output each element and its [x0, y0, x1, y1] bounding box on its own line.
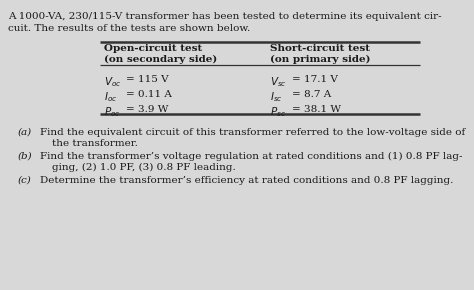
Text: Find the transformer’s voltage regulation at rated conditions and (1) 0.8 PF lag: Find the transformer’s voltage regulatio…: [40, 152, 463, 161]
Text: (a): (a): [18, 128, 32, 137]
Text: $P_{sc}$: $P_{sc}$: [270, 105, 286, 119]
Text: = 115 V: = 115 V: [126, 75, 169, 84]
Text: = 17.1 V: = 17.1 V: [292, 75, 338, 84]
Text: (on secondary side): (on secondary side): [104, 55, 217, 64]
Text: $V_{oc}$: $V_{oc}$: [104, 75, 121, 89]
Text: (on primary side): (on primary side): [270, 55, 371, 64]
Text: A 1000-VA, 230/115-V transformer has been tested to determine its equivalent cir: A 1000-VA, 230/115-V transformer has bee…: [8, 12, 442, 21]
Text: = 3.9 W: = 3.9 W: [126, 105, 168, 114]
Text: ging, (2) 1.0 PF, (3) 0.8 PF leading.: ging, (2) 1.0 PF, (3) 0.8 PF leading.: [52, 163, 236, 172]
Text: the transformer.: the transformer.: [52, 139, 138, 148]
Text: $I_{oc}$: $I_{oc}$: [104, 90, 118, 104]
Text: Short-circuit test: Short-circuit test: [270, 44, 370, 53]
Text: Determine the transformer’s efficiency at rated conditions and 0.8 PF lagging.: Determine the transformer’s efficiency a…: [40, 176, 453, 185]
Text: Open-circuit test: Open-circuit test: [104, 44, 202, 53]
Text: (c): (c): [18, 176, 32, 185]
Text: = 8.7 A: = 8.7 A: [292, 90, 331, 99]
Text: cuit. The results of the tests are shown below.: cuit. The results of the tests are shown…: [8, 24, 250, 33]
Text: = 0.11 A: = 0.11 A: [126, 90, 172, 99]
Text: Find the equivalent circuit of this transformer referred to the low-voltage side: Find the equivalent circuit of this tran…: [40, 128, 465, 137]
Text: $P_{oc}$: $P_{oc}$: [104, 105, 120, 119]
Text: $V_{sc}$: $V_{sc}$: [270, 75, 287, 89]
Text: = 38.1 W: = 38.1 W: [292, 105, 341, 114]
Text: $I_{sc}$: $I_{sc}$: [270, 90, 283, 104]
Text: (b): (b): [18, 152, 33, 161]
